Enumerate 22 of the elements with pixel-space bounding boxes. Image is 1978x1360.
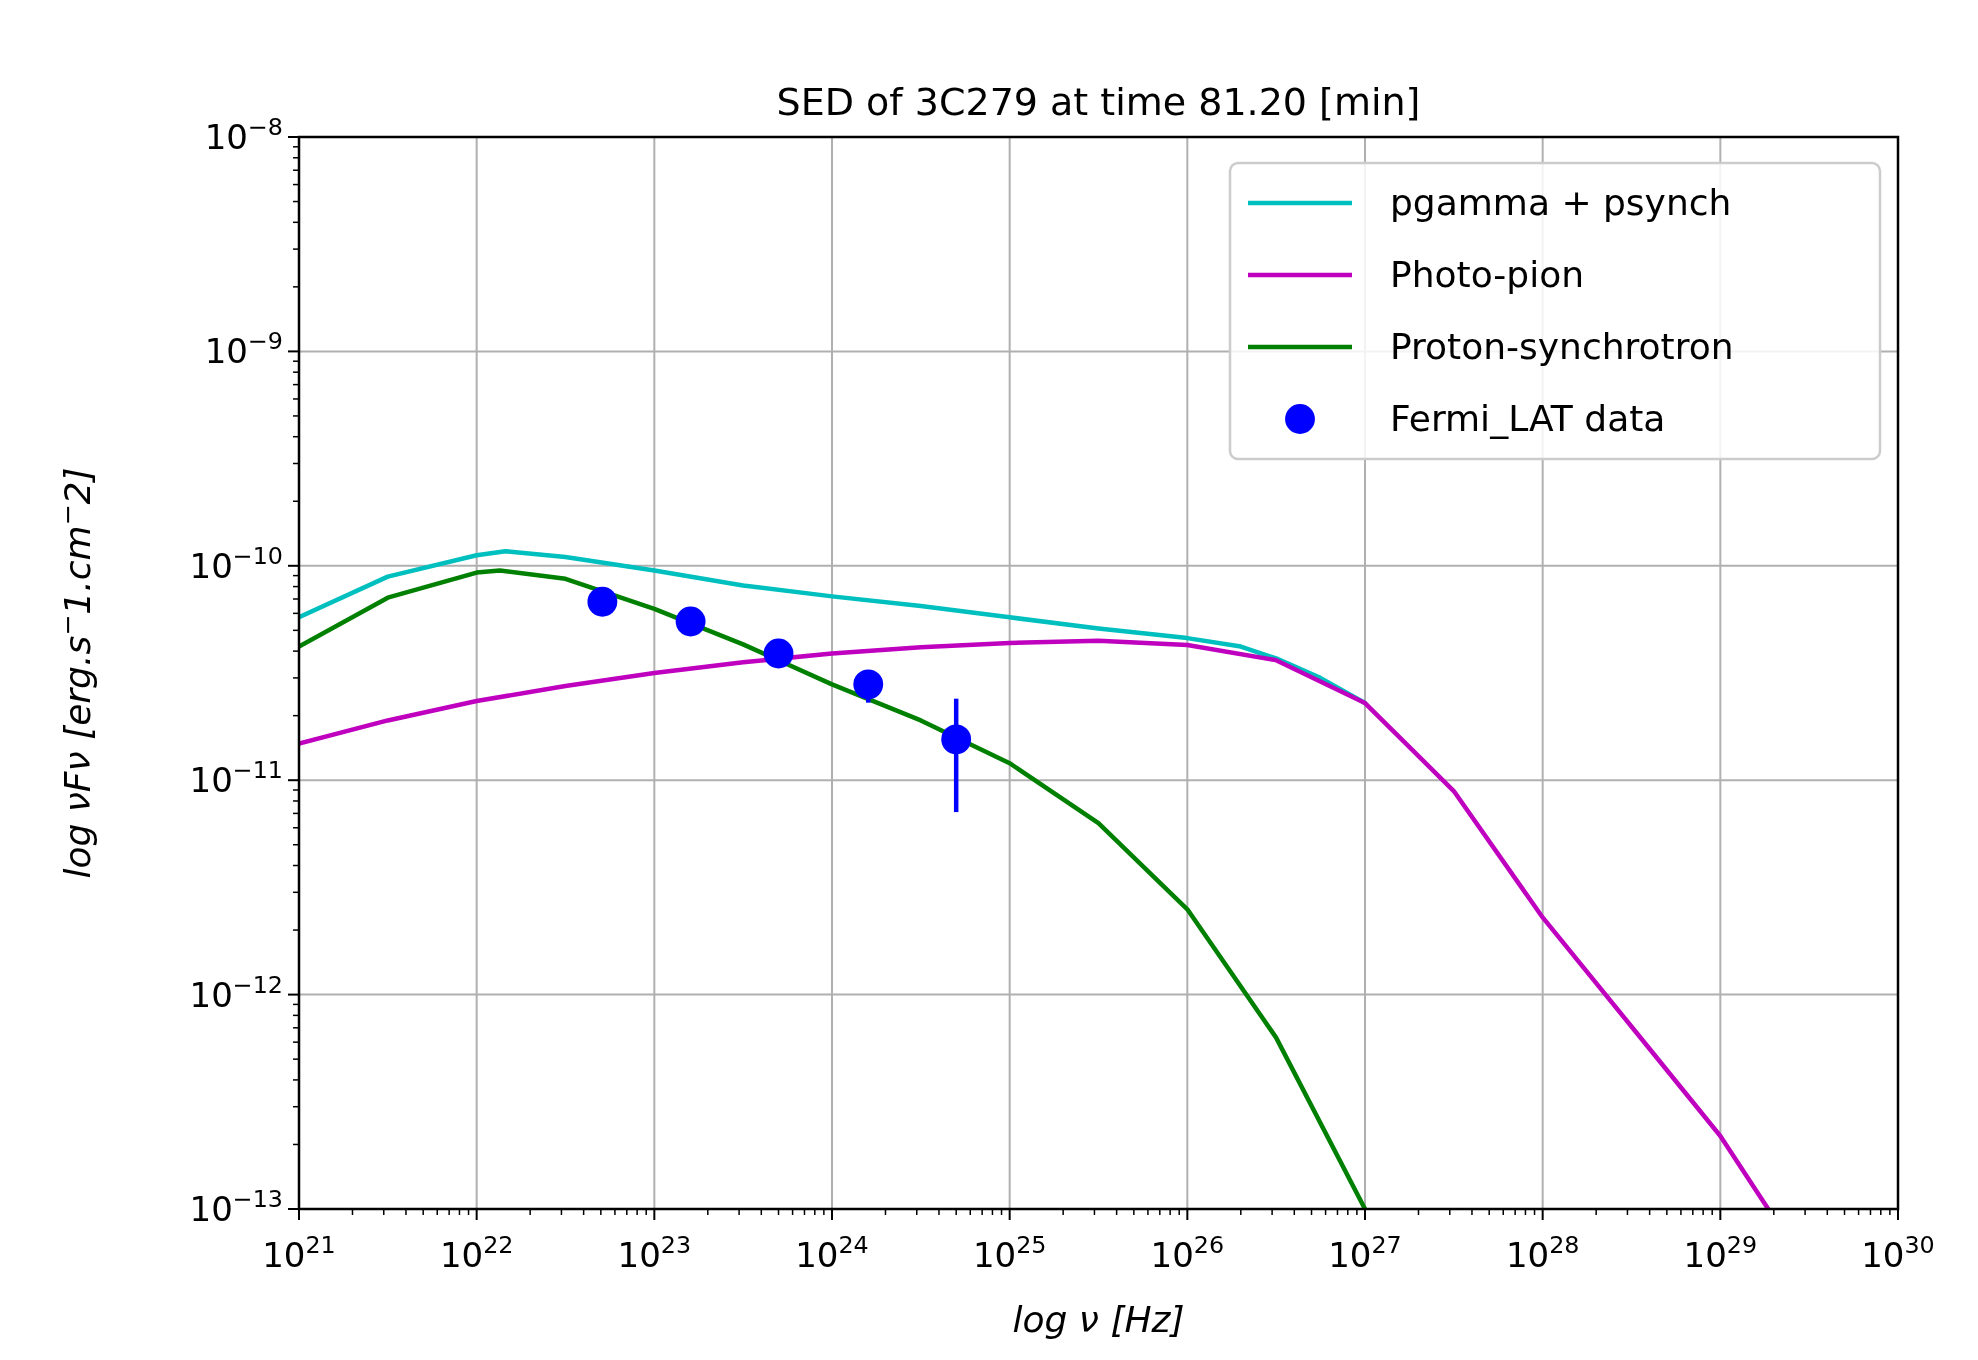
y-tick-label: 10$^{−12}$ <box>189 970 283 1015</box>
x-tick-label: 10$^{23}$ <box>617 1231 692 1275</box>
x-tick-label: 10$^{30}$ <box>1861 1231 1935 1275</box>
y-tick-label: 10$^{−13}$ <box>189 1185 283 1229</box>
y-tick-label: 10$^{−10}$ <box>189 541 283 586</box>
x-tick-label: 10$^{26}$ <box>1150 1231 1225 1275</box>
x-tick-label: 10$^{28}$ <box>1505 1231 1580 1275</box>
legend-label: Photo-pion <box>1390 254 1585 295</box>
x-tick-label: 10$^{21}$ <box>262 1231 336 1275</box>
x-tick-label: 10$^{27}$ <box>1328 1231 1402 1275</box>
y-tick-label: 10$^{−8}$ <box>204 113 283 157</box>
chart-title: SED of 3C279 at time 81.20 [min] <box>776 80 1421 124</box>
y-tick-label: 10$^{−9}$ <box>204 327 283 372</box>
legend-label: Proton-synchrotron <box>1390 326 1734 367</box>
legend-label: Fermi_LAT data <box>1390 398 1666 439</box>
x-tick-label: 10$^{24}$ <box>795 1231 869 1275</box>
legend-label: pgamma + psynch <box>1390 182 1732 223</box>
x-tick-label: 10$^{29}$ <box>1683 1231 1758 1275</box>
y-tick-label: 10$^{−11}$ <box>189 756 283 801</box>
x-axis-title: log ν [Hz] <box>1012 1299 1185 1340</box>
x-tick-label: 10$^{25}$ <box>972 1231 1047 1275</box>
x-tick-label: 10$^{22}$ <box>439 1231 514 1275</box>
